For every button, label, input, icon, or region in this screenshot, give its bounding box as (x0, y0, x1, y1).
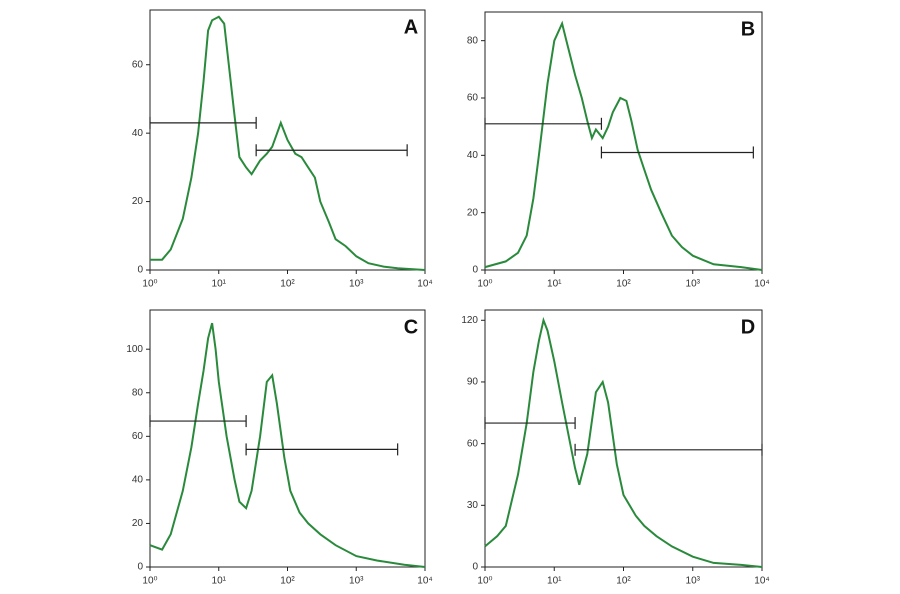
histogram-line (150, 15, 426, 271)
y-tick-label: 60 (132, 431, 144, 442)
panel-label: D (741, 316, 755, 338)
x-tick-label: 10⁴ (417, 279, 432, 290)
histogram-line (484, 316, 763, 568)
y-tick-label: 80 (467, 35, 479, 46)
y-tick-label: 20 (132, 518, 144, 529)
x-tick-label: 10⁴ (754, 576, 769, 587)
panel-label: A (404, 16, 418, 38)
y-tick-label: 20 (132, 196, 144, 207)
y-tick-label: 80 (132, 387, 144, 398)
histogram-line (149, 322, 426, 568)
x-tick-label: 10³ (686, 576, 701, 587)
y-tick-label: 120 (461, 315, 478, 326)
x-tick-label: 10¹ (212, 279, 227, 290)
y-tick-label: 60 (132, 59, 144, 70)
panel-label: B (741, 18, 755, 40)
x-tick-label: 10⁴ (417, 576, 432, 587)
x-tick-label: 10² (616, 576, 631, 587)
x-tick-label: 10⁰ (142, 576, 157, 587)
x-tick-label: 10¹ (547, 279, 562, 290)
x-tick-label: 10¹ (212, 576, 227, 587)
y-tick-label: 30 (467, 500, 479, 511)
histogram-line (484, 20, 763, 271)
x-tick-label: 10³ (349, 279, 364, 290)
y-tick-label: 90 (467, 377, 479, 388)
x-tick-label: 10² (280, 576, 295, 587)
panel-label: C (404, 316, 418, 338)
x-tick-label: 10² (616, 279, 631, 290)
y-tick-label: 0 (137, 562, 143, 573)
x-tick-label: 10² (280, 279, 295, 290)
y-tick-label: 40 (132, 475, 144, 486)
plot-frame (149, 309, 426, 568)
x-tick-label: 10⁰ (477, 279, 492, 290)
y-tick-label: 60 (467, 438, 479, 449)
y-tick-label: 0 (472, 265, 478, 276)
x-tick-label: 10⁴ (754, 279, 769, 290)
x-tick-label: 10⁰ (142, 279, 157, 290)
y-tick-label: 40 (467, 150, 479, 161)
y-tick-label: 100 (126, 344, 143, 355)
y-tick-label: 40 (132, 128, 144, 139)
y-tick-label: 60 (467, 93, 479, 104)
x-tick-label: 10³ (686, 279, 701, 290)
x-tick-label: 10¹ (547, 576, 562, 587)
y-tick-label: 0 (472, 562, 478, 573)
y-tick-label: 20 (467, 207, 479, 218)
y-tick-label: 0 (137, 265, 143, 276)
x-tick-label: 10⁰ (477, 576, 492, 587)
x-tick-label: 10³ (349, 576, 364, 587)
plot-frame (484, 309, 763, 568)
